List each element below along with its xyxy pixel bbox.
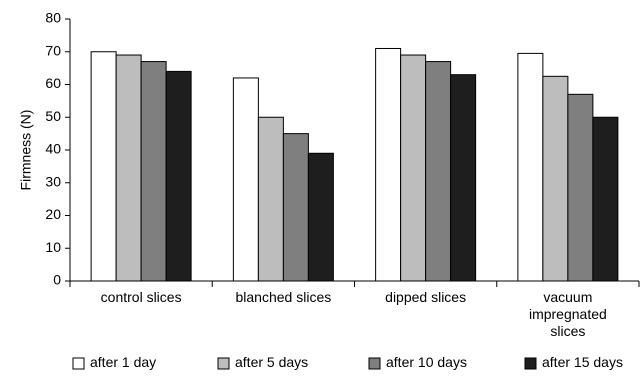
bars — [90, 47, 619, 282]
legend-label: after 5 days — [235, 354, 308, 370]
bar — [257, 116, 284, 282]
category-label: control slices — [101, 289, 182, 305]
bar — [282, 133, 309, 282]
legend-swatch — [524, 357, 537, 370]
bar — [517, 52, 544, 282]
category-label: blanched slices — [236, 289, 332, 305]
y-tick-label: 80 — [45, 10, 61, 26]
bar — [307, 152, 334, 282]
bar — [140, 61, 167, 282]
bar — [115, 54, 142, 282]
legend: after 1 day after 5 days after 10 days afte… — [72, 354, 623, 370]
category-label-line: impregnated — [529, 306, 607, 322]
category-label: vacuum impregnated slices — [529, 289, 607, 339]
legend-swatch — [217, 357, 230, 370]
y-tick-label: 10 — [45, 239, 61, 255]
category-label-line: slices — [550, 323, 585, 339]
bar — [90, 51, 117, 282]
bar — [567, 93, 594, 282]
category-label: dipped slices — [385, 289, 466, 305]
legend-label: after 10 days — [386, 354, 467, 370]
bar — [450, 74, 477, 282]
y-tick-label: 40 — [45, 141, 61, 157]
category-label-line: dipped slices — [385, 289, 466, 305]
bar — [592, 116, 619, 282]
category-labels: control slices blanched slices dipped slic… — [101, 289, 607, 339]
category-label-line: blanched slices — [236, 289, 332, 305]
bar — [400, 54, 427, 282]
bar — [375, 47, 402, 282]
legend-swatch — [368, 357, 381, 370]
y-axis-title: Firmness (N) — [18, 110, 34, 191]
y-axis: 0 10 20 30 40 50 60 70 80 — [45, 10, 71, 288]
legend-label: after 1 day — [90, 354, 156, 370]
y-tick-label: 60 — [45, 75, 61, 91]
y-tick-label: 50 — [45, 108, 61, 124]
bar — [165, 70, 192, 282]
x-axis — [69, 280, 640, 287]
bar — [425, 61, 452, 282]
y-tick-label: 20 — [45, 206, 61, 222]
legend-label: after 15 days — [542, 354, 623, 370]
y-tick-label: 0 — [53, 272, 61, 288]
bar — [542, 75, 569, 282]
category-label-line: vacuum — [543, 289, 592, 305]
bar — [232, 77, 259, 282]
y-tick-label: 70 — [45, 42, 61, 58]
legend-swatch — [72, 357, 85, 370]
category-label-line: control slices — [101, 289, 182, 305]
y-tick-label: 30 — [45, 173, 61, 189]
